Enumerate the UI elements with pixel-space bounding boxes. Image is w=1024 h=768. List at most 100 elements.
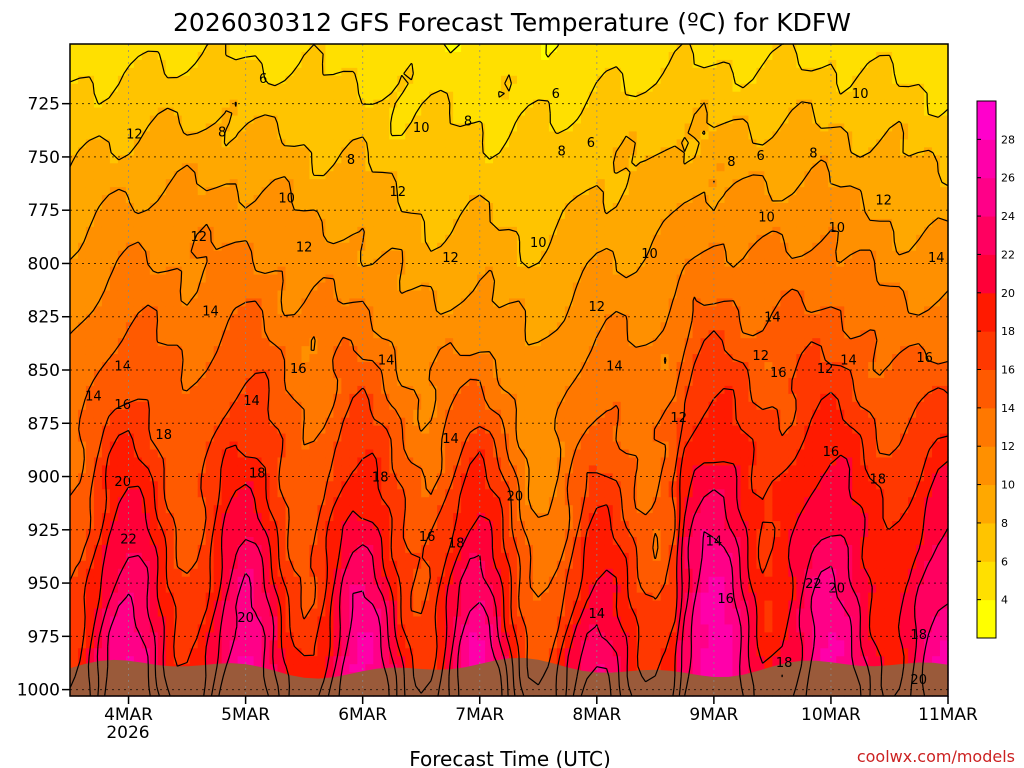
- heat-cell: [101, 44, 111, 53]
- heat-cell: [261, 513, 271, 522]
- heat-cell: [516, 417, 526, 427]
- heat-cell: [173, 433, 183, 443]
- heat-cell: [389, 266, 398, 276]
- heat-cell: [333, 338, 342, 347]
- heat-cell: [245, 274, 255, 284]
- heat-cell: [133, 409, 143, 419]
- heat-cell: [221, 624, 231, 633]
- heat-cell: [181, 441, 191, 451]
- heat-cell: [477, 67, 486, 77]
- heat-cell: [93, 608, 103, 618]
- heat-cell: [516, 552, 526, 562]
- heat-cell: [461, 656, 470, 665]
- heat-cell: [309, 139, 319, 148]
- heat-cell: [125, 354, 135, 363]
- heat-cell: [70, 187, 79, 196]
- heat-cell: [509, 107, 518, 117]
- heat-cell: [157, 274, 167, 284]
- heat-cell: [493, 75, 502, 85]
- heat-cell: [532, 441, 542, 451]
- heat-cell: [309, 497, 319, 506]
- heat-cell: [349, 131, 358, 141]
- heat-cell: [397, 187, 406, 196]
- heat-cell: [413, 449, 422, 459]
- heat-cell: [70, 123, 79, 133]
- heat-cell: [501, 99, 510, 109]
- heat-cell: [157, 616, 167, 626]
- heat-cell: [453, 83, 462, 93]
- heat-cell: [485, 393, 494, 403]
- heat-cell: [245, 385, 255, 395]
- heat-cell: [325, 139, 334, 148]
- heat-cell: [445, 44, 454, 53]
- heat-cell: [133, 600, 143, 610]
- heat-cell: [189, 481, 199, 490]
- heat-cell: [461, 242, 470, 252]
- heat-cell: [317, 314, 327, 323]
- heat-cell: [453, 529, 462, 538]
- heat-cell: [548, 433, 558, 443]
- heat-cell: [85, 218, 95, 228]
- heat-cell: [445, 600, 454, 610]
- heat-cell: [325, 67, 334, 77]
- heat-cell: [70, 91, 79, 101]
- heat-cell: [93, 425, 103, 435]
- heat-cell: [373, 457, 382, 467]
- heat-cell: [77, 274, 87, 284]
- heat-cell: [165, 306, 175, 315]
- heat-cell: [309, 592, 319, 602]
- heat-cell: [540, 51, 550, 61]
- heat-cell: [532, 457, 542, 467]
- heat-cell: [157, 115, 167, 125]
- heat-cell: [293, 425, 303, 435]
- heat-cell: [221, 497, 231, 506]
- heat-cell: [365, 210, 374, 220]
- heat-cell: [477, 497, 486, 506]
- heat-cell: [365, 592, 374, 602]
- heat-cell: [429, 377, 438, 387]
- heat-cell: [117, 179, 127, 188]
- heat-cell: [221, 481, 231, 490]
- heat-cell: [485, 600, 494, 610]
- heat-cell: [77, 195, 87, 204]
- heat-cell: [125, 210, 135, 220]
- heat-cell: [532, 505, 542, 514]
- heat-cell: [285, 497, 295, 506]
- heat-cell: [149, 600, 159, 610]
- heat-cell: [365, 179, 374, 188]
- heat-cell: [333, 234, 342, 244]
- heat-cell: [381, 163, 390, 172]
- heat-cell: [261, 195, 271, 204]
- heat-cell: [357, 401, 366, 411]
- heat-cell: [197, 282, 207, 292]
- heat-cell: [133, 425, 143, 435]
- heat-cell: [437, 171, 446, 180]
- heat-cell: [101, 218, 111, 228]
- heat-cell: [181, 354, 191, 363]
- heat-cell: [213, 473, 223, 482]
- heat-cell: [516, 171, 526, 180]
- heat-cell: [93, 616, 103, 626]
- heat-cell: [269, 409, 279, 419]
- heat-cell: [261, 171, 271, 180]
- heat-cell: [548, 51, 558, 61]
- heat-cell: [349, 187, 358, 196]
- heat-cell: [548, 497, 558, 506]
- heat-cell: [493, 290, 502, 300]
- heat-cell: [453, 99, 462, 109]
- heat-cell: [389, 449, 398, 459]
- heat-cell: [548, 417, 558, 427]
- heat-cell: [325, 59, 334, 69]
- heat-cell: [381, 449, 390, 459]
- heat-cell: [381, 195, 390, 204]
- heat-cell: [85, 346, 95, 355]
- heat-cell: [421, 377, 430, 387]
- heat-cell: [333, 568, 342, 578]
- heat-cell: [293, 664, 303, 673]
- heat-cell: [516, 544, 526, 554]
- heat-cell: [109, 632, 119, 641]
- heat-cell: [325, 457, 334, 467]
- heat-cell: [197, 584, 207, 594]
- heat-cell: [237, 497, 247, 506]
- heat-cell: [397, 385, 406, 395]
